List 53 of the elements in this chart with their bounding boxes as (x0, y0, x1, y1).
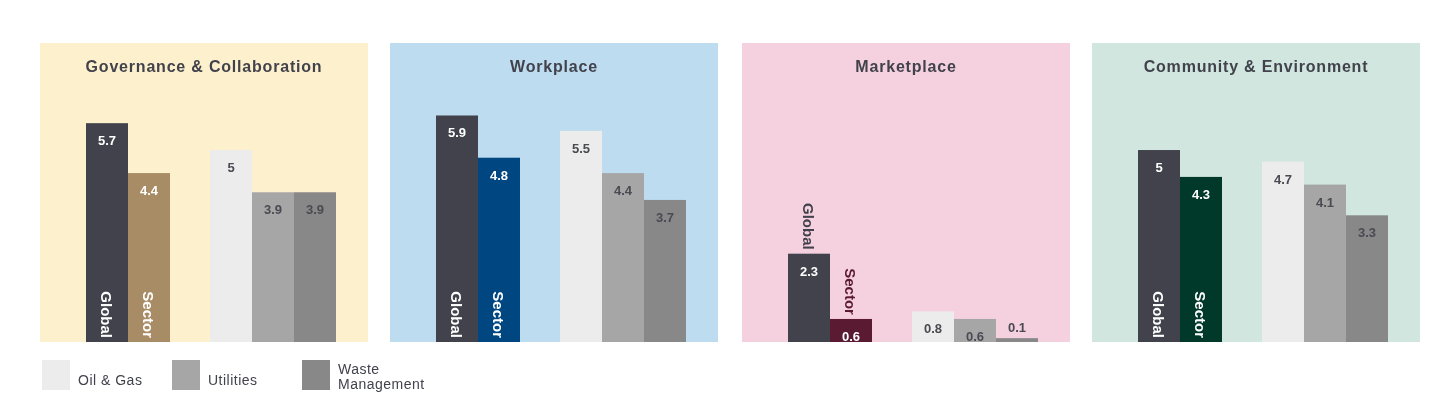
data-label: 5.7 (97, 133, 117, 149)
chart-title: Governance & Collaboration (85, 58, 323, 75)
text: Sector (842, 268, 859, 316)
data-label: 5.5 (571, 140, 591, 156)
data-label: 3.9 (263, 202, 283, 218)
bar (294, 192, 336, 342)
bar (602, 173, 644, 342)
bar (1262, 161, 1304, 342)
data-label: 4.3 (1191, 186, 1211, 202)
chart-title: Community & Environment (1143, 58, 1369, 75)
text: Global (800, 203, 817, 250)
data-label: 0.6 (965, 328, 985, 344)
bar (478, 157, 520, 342)
data-label: 5 (227, 160, 235, 176)
series-label: Global (1150, 291, 1167, 338)
bar (788, 253, 830, 342)
bar (996, 338, 1038, 342)
bar (560, 130, 602, 342)
series-label: Global (98, 291, 115, 338)
bar (644, 199, 686, 342)
data-label: 4.7 (1273, 171, 1293, 187)
data-label: 0.8 (923, 321, 943, 337)
bar (1346, 215, 1388, 342)
data-label: 0.1 (1007, 320, 1027, 336)
data-label: 4.4 (139, 183, 159, 199)
series-label: Sector (140, 291, 157, 339)
data-label: 3.7 (655, 209, 675, 225)
data-label: 4.4 (613, 183, 633, 199)
data-label: 4.1 (1315, 194, 1335, 210)
bar (128, 173, 170, 342)
data-label: 2.3 (799, 263, 819, 279)
data-label: 4.8 (489, 167, 509, 183)
bar (1304, 184, 1346, 342)
series-label: Sector (1192, 291, 1209, 339)
bar (1180, 176, 1222, 342)
chart-title: Workplace (510, 58, 598, 75)
bar (252, 192, 294, 342)
data-label: 3.3 (1357, 225, 1377, 241)
legend-label: Waste Management (338, 361, 425, 392)
bar (210, 150, 252, 342)
legend-label: Utilities (208, 372, 258, 388)
chart-title: Marketplace (855, 58, 957, 75)
series-label: Sector (490, 291, 507, 339)
bar (436, 115, 478, 342)
bar (1138, 150, 1180, 342)
data-label: 3.9 (305, 202, 325, 218)
legend-label: Oil & Gas (78, 372, 143, 388)
bar (86, 123, 128, 342)
data-label: 5.9 (447, 125, 467, 141)
data-label: 0.6 (841, 328, 861, 344)
bar (912, 311, 954, 342)
series-label: Global (448, 291, 465, 338)
data-label: 5 (1155, 160, 1163, 176)
